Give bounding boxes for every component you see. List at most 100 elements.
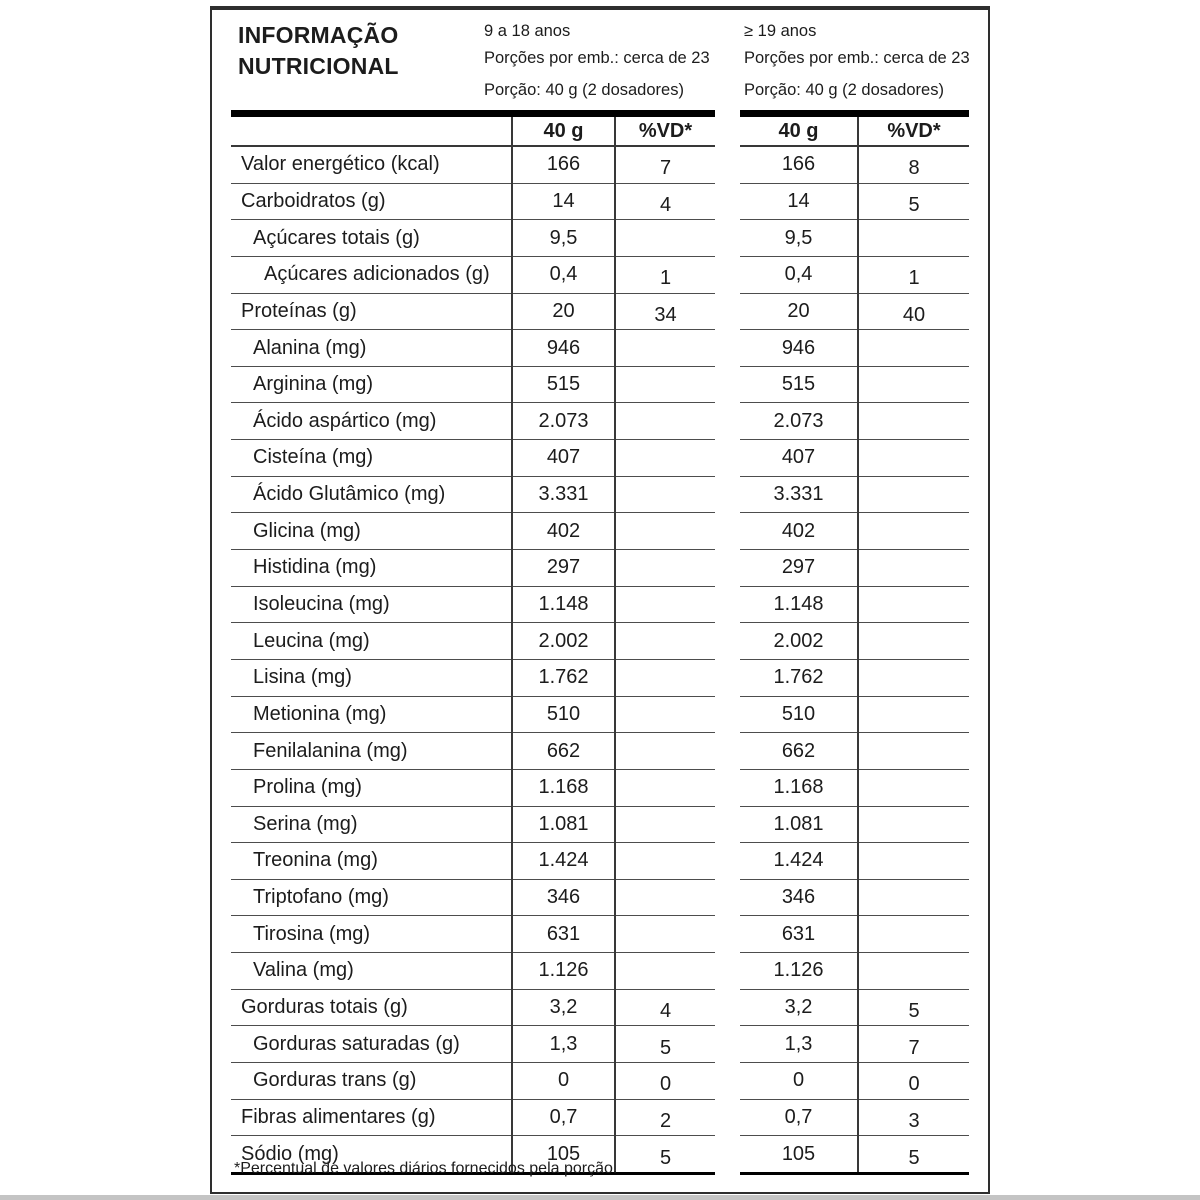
vd-cell: 5 — [615, 1135, 715, 1175]
age-group-19-plus-header: ≥ 19 anos Porções por emb.: cerca de 23 … — [744, 22, 970, 100]
amount-cell: 297 — [511, 549, 616, 587]
amount-cell: 3,2 — [511, 989, 616, 1027]
nutrient-label: Lisina (mg) — [231, 659, 512, 697]
amount-cell: 2.002 — [740, 622, 858, 660]
amount-cell: 1.081 — [511, 806, 616, 844]
amount-cell: 14 — [740, 183, 858, 221]
amount-column-header: 40 g — [740, 110, 858, 147]
vd-value: 5 — [659, 1036, 672, 1059]
amount-cell: 402 — [511, 512, 616, 551]
portion-label: Porção: 40 g (2 dosadores) — [744, 80, 944, 99]
vd-cell: 0 — [857, 1062, 969, 1100]
label-column-header — [231, 110, 512, 147]
table-row: 407 — [740, 439, 969, 477]
table-row: Triptofano (mg) 346 — [231, 879, 715, 917]
vd-cell: 0 — [615, 1062, 715, 1100]
portion-label: Porção: 40 g (2 dosadores) — [484, 80, 684, 99]
age-range-label: ≥ 19 anos — [744, 22, 817, 40]
table-row: Valor energético (kcal) 166 7 — [231, 146, 715, 184]
nutrition-table-9-18: 40 g %VD* Valor energético (kcal) 166 7 Car… — [231, 110, 715, 1175]
nutrient-label: Glicina (mg) — [231, 512, 512, 551]
nutrient-label: Valina (mg) — [231, 952, 512, 990]
table-row: Gorduras totais (g) 3,2 4 — [231, 989, 715, 1027]
amount-cell: 631 — [511, 915, 616, 954]
amount-cell: 0,7 — [511, 1099, 616, 1137]
column-header-row: 40 g %VD* — [231, 110, 715, 147]
amount-cell: 515 — [511, 366, 616, 404]
vd-cell — [615, 219, 715, 257]
nutrient-label: Gorduras saturadas (g) — [231, 1025, 512, 1064]
amount-cell: 510 — [511, 696, 616, 734]
table-row: 510 — [740, 696, 969, 734]
vd-cell — [857, 549, 969, 587]
vd-cell: 4 — [615, 183, 715, 221]
table-row: 0,4 1 — [740, 256, 969, 294]
vd-cell — [615, 586, 715, 624]
vd-value: 7 — [659, 157, 672, 180]
table-row: Alanina (mg) 946 — [231, 329, 715, 367]
table-row: Valina (mg) 1.126 — [231, 952, 715, 990]
amount-cell: 3.331 — [740, 476, 858, 514]
nutrient-label: Cisteína (mg) — [231, 439, 512, 477]
table-row: 662 — [740, 732, 969, 770]
vd-cell — [857, 622, 969, 660]
vd-cell — [615, 769, 715, 807]
vd-cell — [615, 842, 715, 880]
vd-cell — [615, 806, 715, 844]
vd-cell — [857, 732, 969, 770]
nutrient-label: Metionina (mg) — [231, 696, 512, 734]
nutrient-label: Ácido Glutâmico (mg) — [231, 476, 512, 514]
vd-cell — [857, 439, 969, 477]
vd-value: 1 — [659, 267, 672, 290]
amount-cell: 0,7 — [740, 1099, 858, 1137]
vd-cell — [615, 402, 715, 441]
nutrient-label: Gorduras trans (g) — [231, 1062, 512, 1100]
table-row: Metionina (mg) 510 — [231, 696, 715, 734]
vd-cell: 4 — [615, 989, 715, 1027]
vd-cell — [857, 842, 969, 880]
vd-cell — [615, 439, 715, 477]
amount-cell: 407 — [511, 439, 616, 477]
vd-cell: 5 — [857, 1135, 969, 1175]
vd-cell: 5 — [615, 1025, 715, 1064]
amount-cell: 2.073 — [740, 402, 858, 441]
vd-cell — [857, 586, 969, 624]
amount-cell: 166 — [740, 146, 858, 184]
amount-cell: 166 — [511, 146, 616, 184]
vd-cell — [857, 952, 969, 990]
table-row: 1.148 — [740, 586, 969, 624]
amount-cell: 631 — [740, 915, 858, 954]
table-row: 9,5 — [740, 219, 969, 257]
table-row: 1.168 — [740, 769, 969, 807]
table-row: 166 8 — [740, 146, 969, 184]
amount-cell: 3.331 — [511, 476, 616, 514]
table-row: Fenilalanina (mg) 662 — [231, 732, 715, 770]
vd-cell — [615, 512, 715, 551]
vd-value: 4 — [659, 193, 672, 216]
vd-cell: 2 — [615, 1099, 715, 1137]
vd-cell — [857, 659, 969, 697]
nutrient-label: Açúcares adicionados (g) — [231, 256, 512, 294]
age-range-label: 9 a 18 anos — [484, 22, 571, 40]
table-row: 2.002 — [740, 622, 969, 660]
table-row: Lisina (mg) 1.762 — [231, 659, 715, 697]
nutrient-label: Treonina (mg) — [231, 842, 512, 880]
vd-cell: 7 — [615, 146, 715, 184]
amount-cell: 1,3 — [740, 1025, 858, 1064]
table-row: Carboidratos (g) 14 4 — [231, 183, 715, 221]
vd-cell — [857, 219, 969, 257]
table-row: Gorduras saturadas (g) 1,3 5 — [231, 1025, 715, 1064]
vd-cell — [615, 549, 715, 587]
table-row: Proteínas (g) 20 34 — [231, 293, 715, 331]
nutrition-table-19-plus: 40 g %VD* 166 8 14 5 9,5 0,4 1 20 40 946 515 2.073 4… — [740, 110, 969, 1175]
vd-value: 5 — [908, 1000, 920, 1023]
amount-cell: 1.148 — [740, 586, 858, 624]
vd-value: 5 — [908, 1146, 920, 1169]
table-row: 20 40 — [740, 293, 969, 331]
vd-cell — [857, 806, 969, 844]
vd-cell — [857, 696, 969, 734]
nutrient-label: Fenilalanina (mg) — [231, 732, 512, 770]
vd-cell — [857, 329, 969, 367]
table-row: Prolina (mg) 1.168 — [231, 769, 715, 807]
nutrient-label: Prolina (mg) — [231, 769, 512, 807]
